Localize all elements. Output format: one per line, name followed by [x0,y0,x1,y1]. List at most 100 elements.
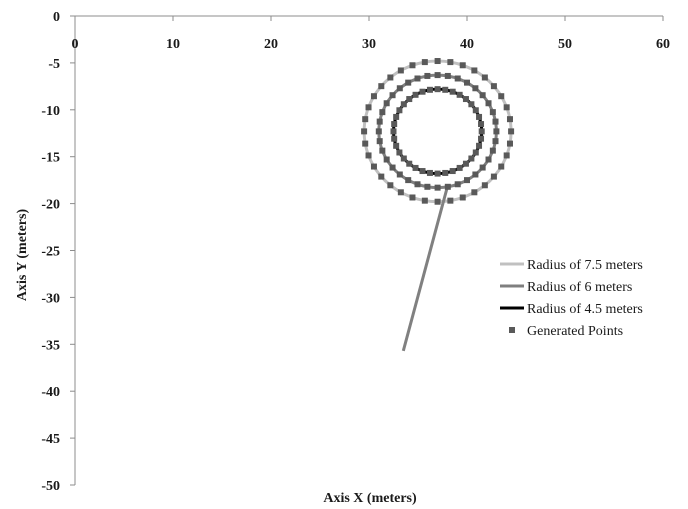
generated-point-marker [464,79,470,86]
y-tick-label: -35 [41,338,60,353]
y-tick-label: -10 [41,104,60,119]
generated-point-marker [479,164,486,171]
generated-point-marker [478,121,485,128]
generated-point-marker [476,142,483,149]
x-tick-label: 60 [656,37,670,52]
generated-point-marker [492,138,499,145]
generated-point-marker [409,194,416,201]
y-tick-label: -20 [41,198,60,213]
y-tick-label: -45 [41,432,60,447]
generated-point-marker [478,128,485,135]
y-tick-label: -50 [41,479,60,494]
y-tick-label: 0 [53,10,60,25]
generated-point-marker [434,72,441,79]
generated-point-marker [442,86,449,93]
generated-point-marker [454,181,461,188]
legend-label: Radius of 6 meters [527,280,632,295]
generated-point-marker [397,189,404,196]
generated-point-marker [434,170,441,177]
generated-point-marker [365,152,372,159]
generated-point-marker [400,101,407,108]
generated-point-marker [468,155,475,162]
generated-point-marker [449,88,456,95]
x-tick-label: 10 [166,37,180,52]
generated-point-marker [479,92,486,99]
legend-label: Radius of 7.5 meters [527,258,643,273]
x-tick-label: 0 [72,37,79,52]
generated-point-marker [434,198,441,205]
generated-point-marker [419,168,426,175]
generated-point-marker [390,128,397,135]
generated-point-marker [362,140,369,147]
y-tick-label: -30 [41,291,60,306]
generated-point-marker [459,62,466,69]
generated-point-marker [397,67,404,74]
generated-point-marker [393,113,400,120]
generated-point-marker [378,173,385,180]
generated-point-marker [506,116,513,123]
generated-point-marker [412,164,419,171]
generated-point-marker [481,182,488,189]
generated-point-marker [412,91,419,98]
generated-point-marker [456,164,463,171]
generated-point-marker [506,140,513,147]
generated-point-marker [424,183,431,190]
generated-point-marker [424,72,431,79]
generated-point-marker [444,72,451,79]
generated-point-marker [362,116,369,123]
generated-point-marker [375,128,382,135]
legend-label: Generated Points [527,324,623,339]
generated-point-marker [426,169,433,176]
generated-point-marker [490,83,497,90]
generated-point-marker [393,142,400,149]
x-tick-label: 50 [558,37,572,52]
legend: Radius of 7.5 meters Radius of 6 meters Ra… [500,258,643,339]
generated-point-marker [498,163,505,170]
generated-point-marker [391,121,398,128]
generated-point-marker [379,109,386,116]
generated-point-marker [490,173,497,180]
generated-point-marker [434,184,441,191]
generated-point-marker [503,104,510,111]
generated-point-marker [396,149,403,156]
generated-point-marker [414,181,421,188]
generated-point-marker [478,135,485,142]
generated-point-marker [409,62,416,69]
generated-point-marker [449,168,456,175]
generated-point-marker [434,58,441,65]
generated-point-marker [434,86,441,93]
generated-point-marker [389,164,396,171]
generated-point-marker [383,156,390,163]
generated-point-marker [472,171,479,178]
x-tick-label: 30 [362,37,376,52]
generated-point-marker [481,74,488,81]
generated-point-marker [396,171,403,178]
legend-swatch-marker [509,327,515,333]
y-tick-label: -40 [41,385,60,400]
generated-point-marker [471,189,478,196]
generated-point-marker [419,88,426,95]
axes: 0 10 20 30 40 50 60 0 -5 -10 -15 -20 -25 -30 -35 -40 -45… [41,10,670,494]
generated-point-marker [489,147,496,154]
generated-point-marker [391,135,398,142]
generated-point-marker [462,160,469,167]
circle-radius-7-5-line [362,59,513,204]
generated-point-marker [489,109,496,116]
generated-point-marker [365,104,372,111]
generated-point-marker [361,128,368,135]
generated-point-marker [492,118,499,125]
x-tick-label: 20 [264,37,278,52]
generated-point-marker [476,113,483,120]
generated-point-marker [472,85,479,92]
generated-point-marker [376,118,383,125]
x-tick-label: 40 [460,37,474,52]
generated-point-marker [376,138,383,145]
generated-point-marker [454,75,461,82]
generated-point-marker [405,177,412,184]
y-tick-label: -5 [48,57,60,72]
generated-point-marker [459,194,466,201]
generated-point-marker [396,85,403,92]
generated-point-marker [468,101,475,108]
y-tick-label: -25 [41,245,60,260]
